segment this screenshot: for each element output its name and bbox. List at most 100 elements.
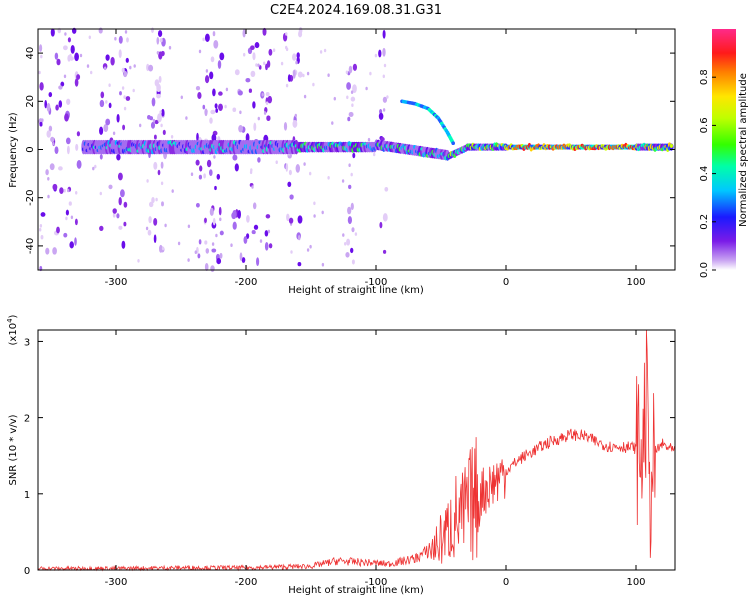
spectrogram-cell [211,242,215,246]
spectrogram-cell [168,45,172,50]
spectrogram-cell [303,162,306,166]
spectrogram-cell [241,257,246,263]
spectrogram-cell [213,155,216,159]
spectrogram-x-tick-label: 100 [626,277,645,288]
spectrogram-cell [351,227,355,233]
spectrogram-cell [204,217,207,224]
spectrogram-cell [161,246,165,251]
spectrogram-cell [272,48,276,52]
spectrogram-cell [148,216,152,224]
spectrogram-cell [216,257,222,265]
spectrogram-cell [306,71,310,76]
spectrogram-cell [156,93,161,99]
snr-scale-exponent: 4 [6,318,14,323]
spectrogram-cell [239,252,243,261]
spectrogram-cell [92,166,95,171]
spectrogram-cell [58,166,63,171]
spectrogram-cell [55,104,59,111]
spectrogram-cell [348,184,352,190]
spectrogram-cell [105,54,110,61]
spectrogram-cell [159,110,162,114]
spectrogram-cell [145,226,149,231]
spectrogram-cell [242,29,246,38]
spectrogram-cell [238,124,243,133]
spectrogram-cell [257,63,260,68]
spectrogram-cell [218,91,223,96]
spectrogram-cell [215,108,219,113]
spectrogram-cell [350,247,354,254]
spectrogram-cell [346,238,351,246]
spectrogram-cell [114,36,117,41]
spectrogram-cell [40,212,46,217]
spectrogram-cell [386,95,389,99]
spectrogram-cell [63,232,68,238]
spectrogram-cell [46,130,51,138]
spectrogram-cell [246,214,250,223]
spectrogram-cell [39,121,43,127]
spectrogram-cell [297,215,303,224]
spectrogram-y-tick-label: -20 [25,190,36,206]
spectrogram-cell [243,236,248,244]
spectrogram-cell [105,118,111,126]
spectrogram-cell [150,121,156,129]
spectrogram-cell [382,108,386,112]
spectrogram-cell [39,44,43,52]
spectrogram-x-tick-label: -100 [365,277,388,288]
spectrogram-cell [112,213,116,218]
snr-panel: -300 -200 -100 0 100 0 1 2 3 Height of straight… [6,314,676,596]
spectrogram-cell [126,37,129,43]
spectrogram-cell [74,237,77,246]
spectrogram-cell [99,191,103,196]
spectrogram-cell [117,172,123,181]
spectrogram-cell [237,90,243,96]
spectrogram-cell [160,161,164,169]
snr-y-tick-label: 3 [24,337,30,348]
spectrogram-cell [156,83,161,93]
spectrogram-cell [75,191,78,195]
spectrogram-cell [161,201,164,207]
spectrogram-cell [123,201,128,208]
spectrogram-cell [58,100,63,108]
spectrogram-cell [118,35,123,44]
spectrogram-cell [264,230,269,237]
spectrogram-cell [219,217,222,222]
spectrogram-cell [139,123,142,128]
spectrogram-cell [209,117,213,124]
spectrogram-cell [267,229,271,234]
spectrogram-cell [230,243,233,247]
spectrogram-cell [65,137,71,145]
spectrogram-cell [297,261,302,267]
snr-x-tick-label: -300 [105,577,128,588]
spectrogram-cell [39,82,44,91]
spectrogram-cell [327,176,330,180]
spectrogram-cell [99,99,105,108]
spectrogram-cell [232,107,237,113]
spectrogram-cell [232,210,237,219]
spectrogram-cell [348,163,351,167]
spectrogram-cell [148,201,154,208]
spectrogram-cell [195,85,201,91]
spectrogram-cell [252,52,256,61]
spectrogram-cell [108,102,112,109]
snr-x-label: Height of straight line (km) [288,585,424,596]
spectrogram-cell [217,60,222,69]
spectrogram-cell [268,243,273,249]
spectrogram-x-ticks: -300 -200 -100 0 100 [105,29,646,288]
spectrogram-cell [225,87,229,92]
spectrogram-cell [210,265,215,273]
spectrogram-cell [137,259,140,263]
spectrogram-cell [180,95,183,100]
spectrogram-cell [209,71,214,80]
spectrogram-cell [321,210,324,215]
spectrogram-cell [210,56,215,63]
spectrogram-cell [327,73,330,77]
spectrogram-cell [64,32,67,36]
spectrogram-cell [185,116,188,120]
spectrogram-cell [345,70,349,75]
spectrogram-cell [203,173,206,179]
spectrogram-cell [66,98,71,105]
spectrogram-cell [153,161,158,170]
spectrogram-cell [365,86,368,91]
spectrogram-cell [162,129,166,136]
spectrogram-cell [252,101,256,109]
